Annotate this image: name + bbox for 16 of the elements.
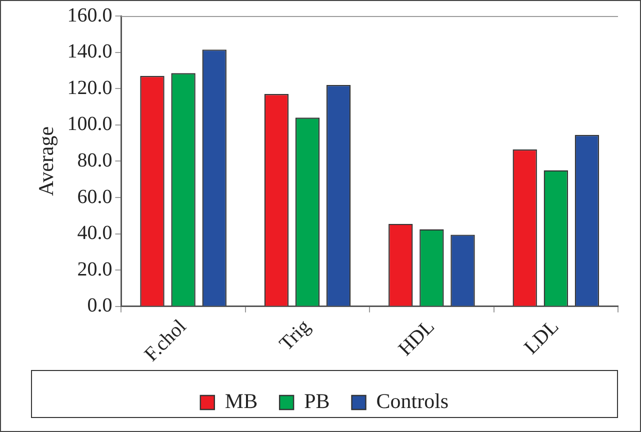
y-tick-label: 60.0 — [77, 186, 112, 208]
y-tick-label: 40.0 — [77, 222, 112, 244]
y-tick-label: 120.0 — [67, 76, 112, 99]
legend-label: PB — [304, 389, 330, 414]
y-tick-label: 100.0 — [67, 113, 112, 136]
x-tick-label: LDL — [520, 316, 564, 359]
y-tick-label: 140.0 — [67, 40, 112, 63]
legend-label: MB — [224, 389, 258, 414]
y-axis-title: Average — [34, 126, 58, 196]
y-tick-label: 20.0 — [77, 258, 112, 280]
y-tick-label: 80.0 — [77, 149, 112, 172]
x-tick-label: HDL — [394, 316, 439, 360]
legend-label: Controls — [376, 389, 449, 414]
y-tick-label: 160.0 — [67, 4, 112, 26]
x-tick-label: Trig — [275, 316, 315, 355]
y-tick-label: 0.0 — [87, 294, 112, 317]
